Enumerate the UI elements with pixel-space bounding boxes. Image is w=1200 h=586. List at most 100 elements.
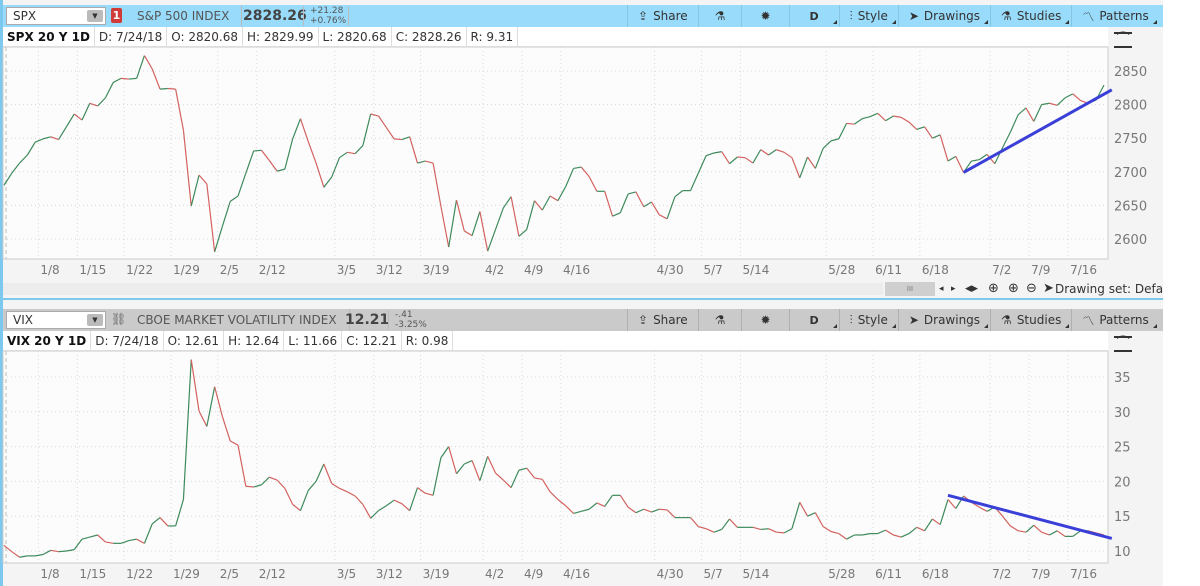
price-segment (612, 212, 621, 217)
price-axis-settings-icon[interactable]: ⌒ (1114, 32, 1132, 48)
price-segment (323, 176, 333, 188)
change-percent: +0.76% (310, 16, 347, 26)
price-segment (190, 175, 200, 207)
x-tick-label: 6/18 (922, 263, 949, 277)
cursor-arrow-icon: ➤ (908, 313, 919, 327)
x-tick-label: 4/9 (524, 567, 543, 581)
symbol-dropdown-icon[interactable]: ▼ (87, 314, 103, 326)
x-tick-label: 5/28 (828, 567, 855, 581)
zoom-out-icon[interactable]: ⊖ (1026, 281, 1037, 296)
price-segment (440, 205, 450, 248)
x-tick-label: 7/9 (1031, 567, 1050, 581)
price-segment (237, 445, 247, 487)
period-button[interactable]: D (788, 5, 839, 27)
price-segment (26, 141, 36, 156)
spx-info-row: SPX 20 Y 1D D: 7/24/18 O: 2820.68 H: 282… (3, 27, 1108, 47)
price-change: +21.28 +0.76% (303, 6, 346, 26)
price-segment (370, 113, 379, 117)
price-segment (830, 138, 839, 142)
price-segment (455, 199, 465, 232)
price-segment (627, 191, 637, 195)
price-segment (268, 160, 278, 172)
trendline-drawing (947, 493, 1113, 540)
patterns-label: Patterns (1099, 313, 1149, 327)
price-segment (339, 487, 348, 493)
price-segment (260, 149, 270, 161)
link-icon[interactable]: ⛓ (111, 312, 127, 326)
patterns-button[interactable]: 〽 Patterns (1071, 5, 1158, 27)
settings-button[interactable]: ✹ (741, 309, 788, 331)
flask-button[interactable]: ⚗ (697, 309, 742, 331)
price-segment (924, 126, 933, 139)
price-segment (487, 229, 497, 252)
share-button[interactable]: ⇪ Share (627, 309, 698, 331)
price-axis-settings-icon[interactable]: ⌒ (1114, 336, 1132, 352)
price-segment (783, 528, 793, 534)
price-segment (221, 416, 231, 442)
period-button[interactable]: D (788, 309, 839, 331)
pointer-icon[interactable]: ➤ (1043, 281, 1054, 296)
price-segment (1041, 531, 1050, 536)
scroll-left-icon[interactable]: ◂ (939, 284, 944, 294)
x-tick-label: 3/19 (423, 263, 450, 277)
price-segment (932, 134, 941, 139)
price-segment (471, 211, 481, 236)
share-label: Share (653, 313, 688, 327)
link-group-badge[interactable]: 1 (111, 8, 122, 23)
price-segment (713, 528, 722, 533)
drawings-button[interactable]: ➤ Drawings (897, 309, 990, 331)
style-button[interactable]: ⫶ Style (838, 5, 898, 27)
share-button[interactable]: ⇪ Share (627, 5, 698, 27)
studies-button[interactable]: ⚗ Studies (990, 309, 1071, 331)
expand-icon[interactable]: ◂▸ (965, 281, 979, 296)
zoom-in-icon[interactable]: ⊕ (1008, 281, 1019, 296)
price-segment (471, 460, 481, 481)
price-segment (939, 499, 949, 525)
price-segment (651, 508, 660, 513)
style-label: Style (857, 9, 888, 23)
x-tick-label: 6/11 (875, 567, 902, 581)
price-segment (877, 112, 886, 122)
symbol-input[interactable]: SPX ▼ (6, 7, 106, 25)
price-segment (440, 446, 450, 459)
price-segment (182, 130, 192, 207)
price-segment (807, 512, 816, 517)
patterns-button[interactable]: 〽 Patterns (1071, 309, 1158, 331)
crosshair-icon[interactable]: ⊕ (988, 281, 999, 296)
symbol-input[interactable]: VIX ▼ (6, 311, 106, 329)
spx-price-chart[interactable]: 2600 2650 2700 2750 2800 2850 1/8 1/15 1/22 1/29 2… (0, 47, 1163, 281)
price-segment (900, 116, 910, 123)
price-segment (698, 526, 707, 530)
price-segment (284, 138, 294, 170)
price-segment (425, 492, 434, 496)
drawing-set-label[interactable]: Drawing set: Defaul (1055, 282, 1163, 296)
studies-label: Studies (1016, 9, 1062, 23)
studies-flask-icon: ⚗ (1001, 313, 1012, 327)
candle-style-icon: ⫶ (849, 8, 853, 23)
scroll-track[interactable] (3, 283, 883, 295)
price-segment (261, 476, 270, 486)
drawings-button[interactable]: ➤ Drawings (897, 5, 990, 27)
price-segment (932, 518, 941, 526)
price-segment (1010, 525, 1019, 532)
flask-icon: ⚗ (714, 9, 726, 23)
studies-button[interactable]: ⚗ Studies (990, 5, 1071, 27)
symbol-dropdown-icon[interactable]: ▼ (87, 10, 103, 22)
price-segment (354, 145, 364, 155)
price-segment (986, 153, 996, 165)
settings-button[interactable]: ✹ (741, 5, 788, 27)
flask-button[interactable]: ⚗ (697, 5, 742, 27)
price-segment (409, 136, 419, 164)
price-segment (619, 193, 629, 214)
panel-divider (3, 298, 1163, 300)
vix-price-chart[interactable]: 10 15 20 25 30 35 1/8 1/15 1/22 1/29 2/5 2/12 3/5 3/1… (0, 351, 1163, 586)
price-segment (549, 491, 559, 500)
scroll-handle[interactable]: III (885, 282, 935, 296)
price-segment (760, 149, 769, 156)
price-segment (136, 55, 145, 79)
scroll-right-icon[interactable]: ▸ (951, 284, 956, 294)
price-segment (885, 115, 894, 122)
price-segment (182, 359, 192, 500)
price-segment (1049, 530, 1058, 536)
style-button[interactable]: ⫶ Style (838, 309, 898, 331)
